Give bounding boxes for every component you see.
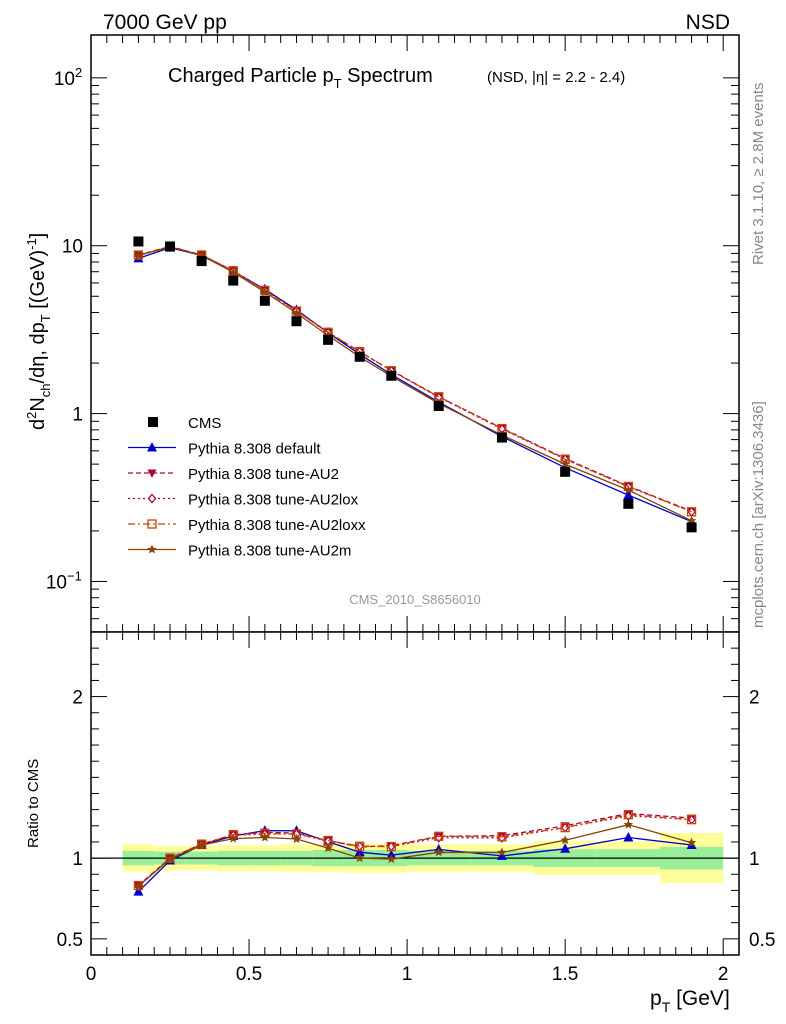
y-tick-label: 10 [46, 572, 67, 593]
ratio-series-marker [623, 831, 634, 842]
ratio-series-marker [323, 843, 333, 853]
y-tick-exponent: −1 [67, 568, 82, 583]
ratio-series-marker [355, 841, 365, 851]
ratio-series-marker [386, 841, 396, 852]
legend-label: Pythia 8.308 tune-AU2m [188, 543, 351, 560]
energy-label: 7000 GeV pp [103, 11, 227, 34]
legend-marker-cms [148, 417, 158, 427]
legend-marker [147, 442, 157, 452]
data-point [623, 498, 634, 509]
ratio-tick-label: 0.5 [57, 930, 83, 951]
ratio-series-marker [686, 837, 697, 847]
data-point [560, 466, 571, 477]
ratio-panel [91, 632, 739, 955]
data-point [196, 256, 207, 267]
legend-label: Pythia 8.308 tune-AU2lox [188, 492, 359, 509]
ratio-series-marker [560, 835, 570, 845]
rivet-label: Rivet 3.1.10, ≥ 2.8M events [750, 83, 767, 266]
series-marker [560, 459, 570, 469]
data-point [496, 432, 507, 443]
ratio-series-marker [560, 843, 571, 853]
series-marker [623, 485, 634, 495]
ratio-ticks: 0.5 0.51 12 20 0.5 1 1.5 2 [57, 632, 775, 985]
process-label: NSD [686, 11, 730, 34]
series-marker [291, 308, 302, 318]
ratio-series-marker [354, 853, 365, 863]
legend-label: Pythia 8.308 default [188, 441, 321, 458]
legend-marker [147, 519, 157, 529]
legend-label-cms: CMS [188, 415, 221, 432]
y-tick-exponent: 2 [75, 65, 82, 80]
data-point [228, 275, 239, 286]
ratio-series-line [137, 824, 692, 887]
legend-marker [147, 493, 157, 504]
chart-subtitle: (NSD, |η| = 2.2 - 2.4) [487, 69, 625, 86]
data-point [686, 522, 697, 533]
ratio-series-marker [196, 840, 207, 850]
chart-title: Charged Particle pT Spectrum [168, 65, 433, 91]
x-tick-label: 1.5 [552, 964, 578, 985]
ratio-series-marker [434, 847, 444, 857]
legend: CMS Pythia 8.308 default Pythia 8.308 tune… [128, 415, 366, 560]
x-tick-label: 2 [718, 964, 729, 985]
series-line [138, 245, 692, 512]
ratio-series-marker [496, 850, 507, 860]
ratio-series-marker [260, 832, 270, 842]
ratio-series-marker [386, 854, 396, 864]
y-tick-label: 10 [54, 69, 75, 90]
legend-marker [147, 469, 157, 478]
x-tick-label: 1 [402, 964, 413, 985]
ratio-series-marker [623, 810, 634, 820]
legend-marker [147, 544, 157, 554]
y-tick-label: 1 [72, 405, 83, 426]
y-axis-label: d2Nch/dη, dpT [(GeV)-1] [24, 233, 53, 430]
mcplots-label: mcplots.cern.ch [arXiv:1306.3436] [750, 401, 767, 628]
data-point [291, 316, 302, 327]
data-point [165, 241, 176, 252]
ratio-series-group [133, 810, 697, 896]
ratio-series-marker [291, 834, 302, 843]
series-marker [623, 489, 634, 500]
ratio-tick-label-right: 0.5 [749, 930, 775, 951]
series-marker [228, 267, 238, 277]
data-point [386, 370, 397, 381]
ratio-series-marker [165, 853, 175, 863]
ratio-tick-label: 1 [72, 849, 83, 870]
y-tick-label: 10 [62, 237, 83, 258]
data-point [354, 351, 365, 362]
ratio-frame [90, 631, 740, 956]
main-series-group [133, 236, 697, 533]
ratio-series-marker [228, 833, 238, 843]
data-point [323, 334, 334, 345]
ratio-series-marker [497, 847, 507, 857]
ratio-series-marker [560, 822, 570, 833]
analysis-id: CMS_2010_S8656010 [349, 592, 481, 607]
ratio-series-line [137, 814, 692, 886]
main-panel [91, 35, 739, 632]
series-line [138, 246, 692, 522]
ratio-tick-label-right: 2 [749, 688, 760, 709]
data-point [133, 236, 144, 247]
ratio-tick-label-right: 1 [749, 849, 760, 870]
ratio-axis-label: Ratio to CMS [25, 759, 42, 848]
data-point [259, 295, 270, 306]
series-marker [133, 250, 144, 260]
x-tick-label: 0.5 [236, 964, 262, 985]
x-tick-label: 0 [86, 964, 97, 985]
ratio-series-marker [133, 881, 144, 891]
x-axis-label: pT [GeV] [650, 987, 730, 1015]
ratio-series-marker [686, 814, 697, 825]
ratio-series-marker [434, 831, 444, 841]
data-point [433, 400, 444, 411]
series-marker [260, 287, 270, 297]
ratio-tick-label: 2 [72, 688, 83, 709]
legend-label: Pythia 8.308 tune-AU2loxx [188, 517, 366, 534]
ratio-series-marker [497, 832, 507, 842]
ratio-series-marker [623, 819, 634, 829]
legend-label: Pythia 8.308 tune-AU2 [188, 466, 339, 483]
series-marker [260, 285, 270, 296]
